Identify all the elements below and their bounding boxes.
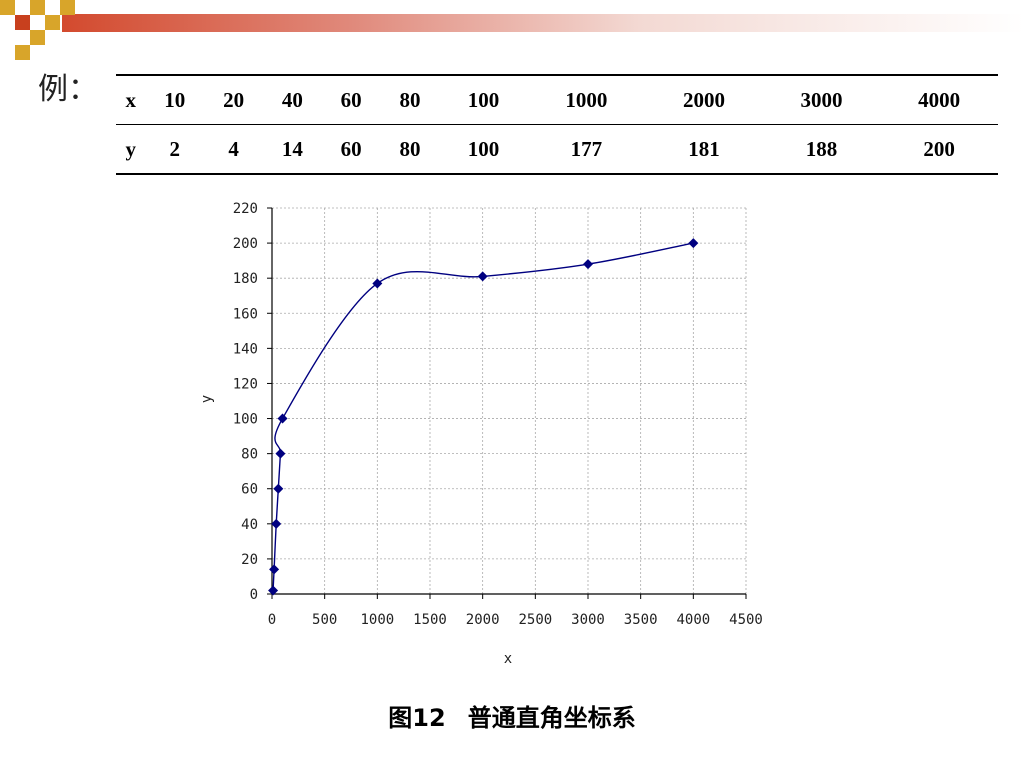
slide-header-decoration (0, 0, 1024, 62)
table-cell: 4000 (880, 75, 998, 125)
chart-axes (267, 207, 747, 599)
table-cell: 60 (321, 75, 381, 125)
table-cell: 4 (228, 136, 239, 161)
y-tick-label: 20 (241, 552, 258, 568)
figure-number: 图12 (388, 704, 446, 732)
y-tick-label: 220 (233, 201, 258, 217)
data-point-marker (372, 278, 383, 289)
table-cell: 188 (805, 136, 838, 161)
data-table: x 10 20 40 60 80 100 1000 2000 3000 4000… (116, 74, 998, 175)
data-point-marker (688, 238, 699, 249)
data-point-marker (275, 448, 286, 459)
data-point-marker (271, 518, 282, 529)
table-cell: 177 (570, 136, 603, 161)
data-point-marker (269, 564, 280, 575)
y-tick-label: 180 (233, 271, 258, 287)
x-axis-label: x (504, 651, 512, 667)
table-cell: 80 (380, 75, 440, 125)
x-tick-label: 3000 (571, 612, 605, 628)
y-tick-label: 160 (233, 306, 258, 322)
data-point-marker (268, 585, 279, 596)
data-point-marker (583, 259, 593, 270)
example-label: 例： (38, 72, 98, 107)
table-cell: 2000 (645, 75, 763, 125)
table-row-y: y 2 4 14 60 80 100 177 181 188 200 (116, 125, 998, 175)
y-tick-label: 140 (233, 341, 258, 357)
figure-caption: 图12 普通直角坐标系 (0, 698, 1024, 733)
x-tick-label: 4500 (729, 612, 763, 628)
data-point-marker (477, 271, 488, 282)
table-row-label: x (116, 75, 146, 125)
x-tick-label: 2500 (518, 612, 552, 628)
table-cell: 3000 (762, 75, 881, 125)
deco-square (60, 0, 75, 15)
table-cell: 60 (340, 136, 362, 161)
table-cell: 20 (204, 75, 263, 125)
table-row-x: x 10 20 40 60 80 100 1000 2000 3000 4000 (116, 75, 998, 125)
deco-square (30, 0, 45, 15)
chart-grid (272, 207, 747, 594)
deco-square (15, 45, 30, 60)
x-tick-label: 2000 (466, 612, 500, 628)
deco-square (0, 0, 15, 15)
deco-square (30, 30, 45, 45)
x-tick-label: 500 (312, 612, 337, 628)
y-tick-label: 0 (250, 587, 258, 603)
series-line (272, 242, 694, 591)
table-cell: 10 (145, 75, 205, 125)
chart-tick-labels: 0 20 40 60 80 100 120 140 160 180 200 220 0 500 1000 15… (233, 201, 763, 628)
y-tick-label: 40 (241, 517, 258, 533)
table-cell: 2 (169, 136, 181, 161)
y-tick-label: 100 (233, 412, 258, 428)
data-point-marker (273, 483, 284, 494)
x-tick-label: 0 (268, 612, 276, 628)
table-cell: 200 (923, 136, 955, 161)
x-tick-label: 4000 (676, 612, 710, 628)
header-gradient-bar (62, 14, 1024, 32)
chart-series (268, 238, 699, 596)
x-tick-label: 3500 (624, 612, 658, 628)
table-cell: 1000 (527, 75, 646, 125)
x-tick-label: 1500 (413, 612, 447, 628)
x-tick-label: 1000 (360, 612, 394, 628)
table-cell: 14 (281, 136, 303, 161)
table-cell: 100 (467, 136, 500, 161)
table-cell: 80 (399, 136, 421, 161)
y-tick-label: 120 (233, 376, 258, 392)
table-cell: 181 (688, 136, 720, 161)
figure-title: 普通直角坐标系 (467, 704, 636, 732)
y-axis-label: y (199, 395, 215, 403)
y-tick-label: 80 (241, 447, 258, 463)
data-point-marker (277, 413, 288, 424)
line-chart: 0 20 40 60 80 100 120 140 160 180 200 220 0 500 1000 15… (199, 201, 763, 667)
y-tick-label: 200 (233, 236, 258, 252)
table-row-label: y (125, 136, 136, 161)
deco-square (45, 15, 60, 30)
deco-square (15, 15, 30, 30)
table-cell: 40 (262, 75, 322, 125)
table-cell: 100 (439, 75, 528, 125)
y-tick-label: 60 (241, 482, 258, 498)
